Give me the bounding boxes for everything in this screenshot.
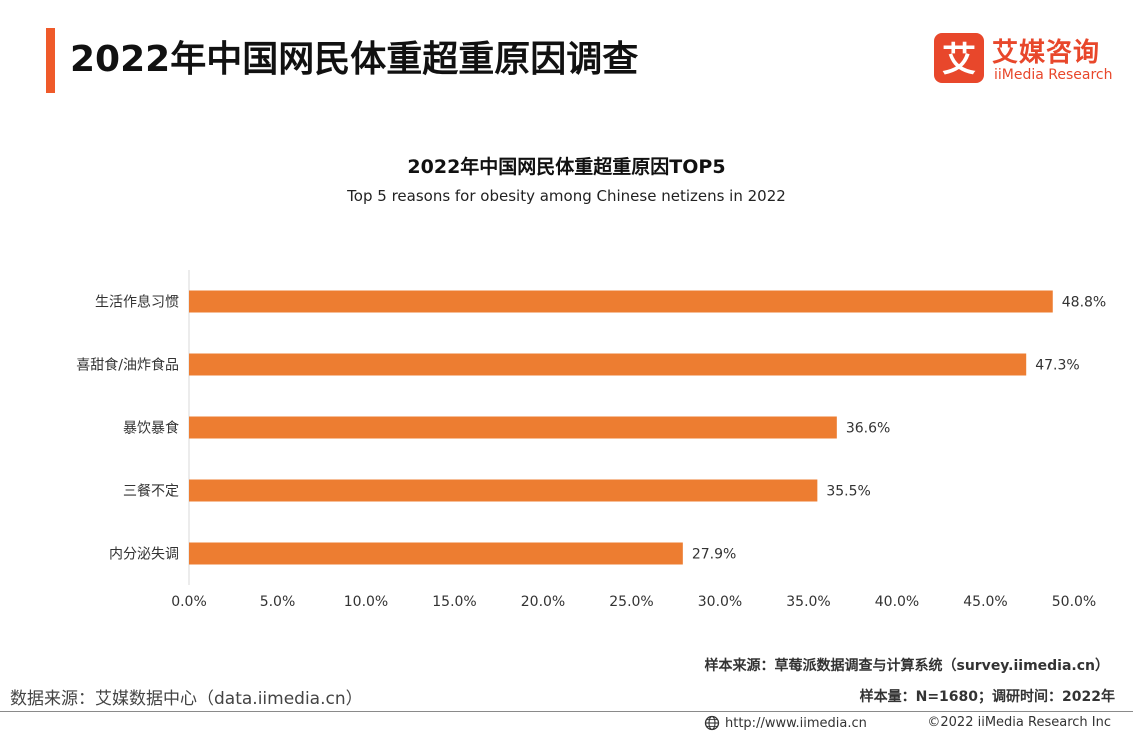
value-label-5: 27.9% (692, 547, 736, 563)
brand-logo: 艾 艾媒咨询 iiMedia Research (934, 30, 1124, 88)
sample-size: 样本量：N=1680；调研时间：2022年 (859, 689, 1115, 705)
x-tick-label-9: 40.0% (875, 594, 919, 610)
title-accent-bar (46, 28, 55, 93)
x-tick-label-8: 35.0% (786, 594, 830, 610)
logo-badge-char: 艾 (942, 40, 976, 80)
bar-2 (189, 353, 1027, 376)
x-tick-label-6: 25.0% (609, 594, 653, 610)
bar-3 (189, 416, 837, 439)
chart-title: 2022年中国网民体重超重原因TOP5 (407, 156, 726, 178)
bar-4 (189, 479, 818, 502)
globe-icon (704, 715, 720, 731)
data-source: 数据来源：艾媒数据中心（data.iimedia.cn） (10, 689, 363, 709)
value-label-4: 35.5% (826, 484, 870, 500)
chart-subtitle: Top 5 reasons for obesity among Chinese … (347, 187, 786, 205)
footer-link[interactable]: http://www.iimedia.cn (704, 715, 867, 731)
bar-1 (189, 290, 1053, 313)
logo-name-cn: 艾媒咨询 (992, 38, 1101, 68)
x-tick-label-11: 50.0% (1052, 594, 1096, 610)
sample-source: 样本来源：草莓派数据调查与计算系统（survey.iimedia.cn） (704, 658, 1109, 674)
x-tick-label-7: 30.0% (698, 594, 742, 610)
value-label-3: 36.6% (846, 421, 890, 437)
x-tick-label-10: 45.0% (963, 594, 1007, 610)
x-tick-label-2: 5.0% (260, 594, 296, 610)
logo-badge: 艾 (934, 33, 984, 83)
page-title: 2022年中国网民体重超重原因调查 (70, 39, 639, 80)
value-label-2: 47.3% (1035, 358, 1079, 374)
x-tick-label-1: 0.0% (171, 594, 207, 610)
bar-5 (189, 542, 683, 565)
x-tick-label-3: 10.0% (344, 594, 388, 610)
category-label-4: 三餐不定 (123, 484, 179, 500)
logo-name-en: iiMedia Research (994, 67, 1113, 83)
footer-divider (0, 711, 1133, 712)
category-label-3: 暴饮暴食 (123, 420, 179, 437)
logo-badge-icon: 艾 (942, 40, 976, 80)
value-label-1: 48.8% (1062, 295, 1106, 311)
category-label-2: 喜甜食/油炸食品 (76, 357, 179, 374)
category-label-1: 生活作息习惯 (95, 294, 179, 311)
footer-copyright: ©2022 iiMedia Research Inc (927, 715, 1111, 730)
x-tick-label-5: 20.0% (521, 594, 565, 610)
x-tick-label-4: 15.0% (432, 594, 476, 610)
category-label-5: 内分泌失调 (109, 547, 179, 563)
footer-url[interactable]: http://www.iimedia.cn (725, 715, 867, 731)
